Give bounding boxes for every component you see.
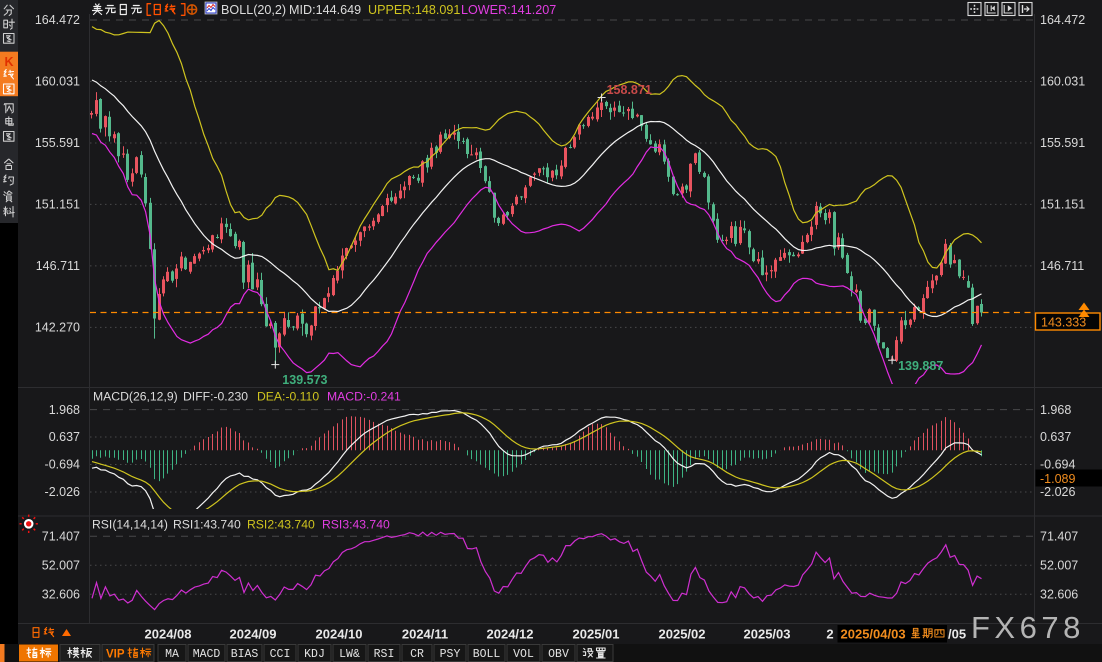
svg-text:2024/08: 2024/08 [145, 627, 192, 642]
svg-text:143.333: 143.333 [1041, 316, 1086, 330]
svg-text:-0.694: -0.694 [45, 458, 80, 472]
svg-text:32.606: 32.606 [42, 588, 80, 602]
svg-text:-1.089: -1.089 [1040, 472, 1075, 486]
svg-text:2025/01: 2025/01 [573, 627, 620, 642]
svg-text:RSI(14,14,14): RSI(14,14,14) [92, 518, 168, 532]
svg-text:155.591: 155.591 [1040, 136, 1085, 150]
svg-text:164.472: 164.472 [35, 13, 80, 27]
svg-text:DIFF:-0.230: DIFF:-0.230 [183, 390, 248, 404]
svg-text:151.151: 151.151 [1040, 198, 1085, 212]
svg-text:139.887: 139.887 [898, 359, 943, 373]
svg-text:1.968: 1.968 [1040, 403, 1071, 417]
svg-text:VOL: VOL [513, 648, 534, 661]
svg-text:164.472: 164.472 [1040, 13, 1085, 27]
svg-text:CR: CR [410, 648, 424, 661]
svg-text:-2.026: -2.026 [1040, 485, 1075, 499]
svg-text:-0.694: -0.694 [1040, 458, 1075, 472]
svg-text:RSI2:43.740: RSI2:43.740 [247, 518, 315, 532]
svg-text:CCI: CCI [270, 648, 291, 661]
svg-text:PSY: PSY [440, 648, 461, 661]
svg-text:MACD(26,12,9): MACD(26,12,9) [93, 390, 178, 404]
svg-text:UPPER:148.091: UPPER:148.091 [368, 3, 460, 17]
svg-text:OBV: OBV [548, 648, 569, 661]
svg-text:2025/03: 2025/03 [744, 627, 791, 642]
svg-text:DEA:-0.110: DEA:-0.110 [257, 390, 319, 404]
svg-text:FX678: FX678 [971, 610, 1085, 645]
svg-text:158.871: 158.871 [607, 83, 652, 97]
svg-text:RSI: RSI [374, 648, 395, 661]
svg-text:LOWER:141.207: LOWER:141.207 [461, 3, 556, 17]
svg-text:2024/11: 2024/11 [402, 627, 448, 642]
svg-text:KDJ: KDJ [304, 648, 325, 661]
svg-text:139.573: 139.573 [282, 373, 327, 387]
svg-text:0.637: 0.637 [49, 430, 80, 444]
svg-text:0.637: 0.637 [1040, 430, 1071, 444]
svg-text:151.151: 151.151 [35, 198, 80, 212]
svg-text:155.591: 155.591 [35, 136, 80, 150]
svg-text:142.270: 142.270 [35, 321, 80, 335]
svg-text:146.711: 146.711 [1040, 259, 1084, 273]
svg-text:2025/02: 2025/02 [659, 627, 706, 642]
svg-text:146.711: 146.711 [36, 259, 80, 273]
svg-text:160.031: 160.031 [1040, 75, 1085, 89]
svg-text:BOLL: BOLL [473, 648, 501, 661]
svg-text:RSI1:43.740: RSI1:43.740 [173, 518, 241, 532]
svg-text:MACD: MACD [193, 648, 221, 661]
svg-text:71.407: 71.407 [42, 530, 80, 544]
svg-text:52.007: 52.007 [1040, 559, 1078, 573]
svg-text:2024/12: 2024/12 [487, 627, 534, 642]
svg-text:MID:144.649: MID:144.649 [289, 3, 361, 17]
svg-text:BOLL(20,2): BOLL(20,2) [221, 3, 286, 17]
svg-text:160.031: 160.031 [35, 75, 80, 89]
svg-text:1.968: 1.968 [49, 403, 80, 417]
svg-text:71.407: 71.407 [1040, 530, 1078, 544]
svg-text:BIAS: BIAS [231, 648, 259, 661]
svg-text:MACD:-0.241: MACD:-0.241 [327, 390, 401, 404]
svg-text:VIP: VIP [106, 649, 125, 661]
svg-text:MA: MA [165, 648, 179, 661]
svg-text:2024/10: 2024/10 [316, 627, 363, 642]
svg-text:52.007: 52.007 [42, 559, 80, 573]
svg-text:K: K [4, 55, 13, 69]
svg-text:2025/04/03: 2025/04/03 [841, 627, 906, 642]
svg-text:/05: /05 [948, 627, 966, 642]
svg-text:RSI3:43.740: RSI3:43.740 [322, 518, 390, 532]
svg-text:-2.026: -2.026 [45, 485, 80, 499]
svg-text:2: 2 [826, 627, 833, 642]
svg-text:LW&: LW& [339, 648, 360, 661]
svg-text:32.606: 32.606 [1040, 588, 1078, 602]
svg-text:2024/09: 2024/09 [230, 627, 277, 642]
